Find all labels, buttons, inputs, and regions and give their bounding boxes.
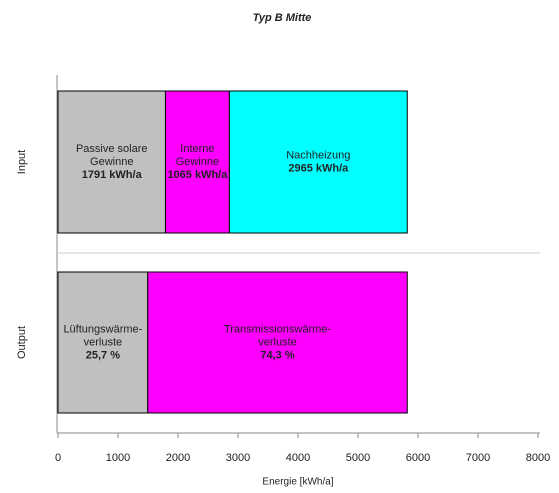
segment-name: Lüftungswärme-verluste [63, 323, 142, 348]
data-label: 74,3 % [260, 349, 294, 361]
segment-name: Transmissionswärme-verluste [224, 323, 332, 348]
x-tick-label: 8000 [526, 452, 550, 464]
x-tick-label: 2000 [166, 452, 190, 464]
x-tick-label: 3000 [226, 452, 250, 464]
segment-name: Passive solare Gewinne [76, 143, 148, 168]
segment-name: Interne Gewinne [176, 143, 219, 168]
data-label: 1791 kWh/a [82, 169, 143, 181]
data-label: 1065 kWh/a [167, 169, 228, 181]
data-label: 2965 kWh/a [288, 162, 349, 174]
bar-segment [147, 271, 408, 414]
x-tick-label: 1000 [106, 452, 130, 464]
x-tick-label: 0 [55, 452, 61, 464]
x-tick-label: 4000 [286, 452, 310, 464]
category-label: Input [16, 150, 28, 174]
segment-name: Nachheizung [286, 149, 350, 161]
bar-segment [57, 271, 149, 414]
x-tick-label: 5000 [346, 452, 370, 464]
chart-title: Typ B Mitte [253, 12, 312, 24]
x-tick-label: 6000 [406, 452, 430, 464]
bar-segment [228, 90, 408, 234]
bar-segment [57, 90, 166, 234]
category-label: Output [16, 326, 28, 359]
x-axis-label: Energie [kWh/a] [262, 477, 333, 488]
bar-segment [164, 90, 230, 234]
data-label: 25,7 % [86, 349, 120, 361]
x-tick-label: 7000 [466, 452, 490, 464]
